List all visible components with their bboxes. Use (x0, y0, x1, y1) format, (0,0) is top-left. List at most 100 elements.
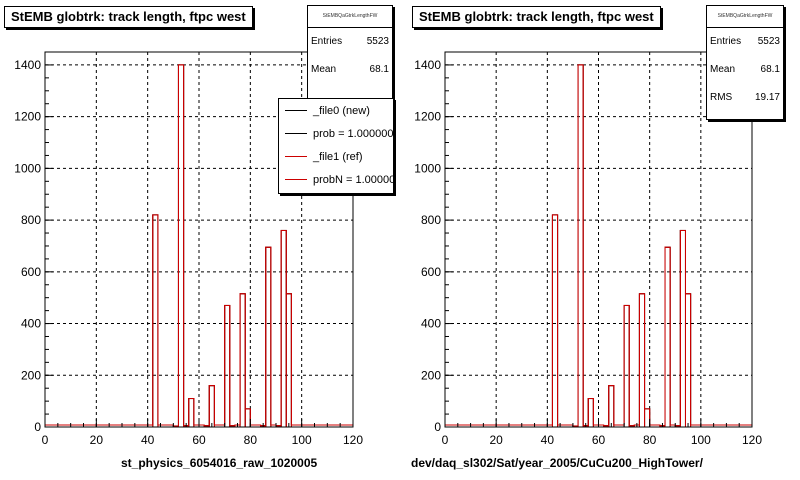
y-tick-label: 1400 (14, 58, 41, 72)
histogram-bar (280, 229, 287, 428)
legend-swatch (285, 110, 307, 111)
histogram-bar (265, 246, 272, 428)
legend-swatch (285, 133, 307, 134)
y-tick-label: 0 (434, 420, 441, 434)
legend-label: _file0 (new) (313, 104, 370, 117)
legend-left: _file0 (new) prob = 1.000000 _file1 (ref… (278, 98, 394, 194)
y-tick-label: 600 (21, 265, 41, 279)
histogram-bar (177, 64, 185, 428)
stats-row-rms: RMS 19.17 (707, 84, 783, 112)
histogram-bar (644, 408, 651, 428)
stats-name: StEMBQaGtrkLengthFW (308, 6, 392, 28)
histogram-bar (280, 229, 287, 428)
histogram-bar (608, 385, 615, 428)
histogram-bar (638, 293, 646, 428)
x-tick-label: 60 (192, 433, 206, 447)
histogram-bar (587, 398, 594, 428)
legend-swatch (285, 156, 307, 157)
legend-item-prob: prob = 1.000000 (279, 122, 393, 145)
stats-label: Entries (311, 36, 343, 47)
legend-item-new: _file0 (new) (279, 99, 393, 122)
stats-label: Mean (311, 64, 337, 75)
histogram-bar (577, 64, 584, 428)
x-tick-label: 40 (541, 433, 555, 447)
legend-swatch (285, 179, 307, 180)
y-tick-label: 0 (34, 420, 41, 434)
histogram-bar (177, 64, 185, 428)
panel-title-left: StEMB globtrk: track length, ftpc west (4, 6, 253, 28)
stats-row-entries: Entries 5523 (707, 28, 783, 56)
histogram-bar (644, 408, 651, 428)
histogram-bar (285, 293, 292, 428)
x-caption-right: dev/daq_sl302/Sat/year_2005/CuCu200_High… (411, 456, 703, 470)
histogram-bar (244, 408, 251, 428)
histogram-bar (587, 398, 594, 428)
histogram-bar (679, 229, 686, 428)
histogram-bar (664, 246, 671, 428)
histogram-bar (244, 408, 251, 428)
x-tick-label: 80 (244, 433, 258, 447)
histogram-bar (684, 293, 692, 428)
stats-label: Mean (710, 64, 736, 75)
histogram-bar (679, 229, 686, 428)
legend-label: _file1 (ref) (313, 150, 363, 163)
stats-value: 19.17 (754, 92, 780, 103)
stats-row-mean: Mean 68.1 (707, 56, 783, 84)
x-tick-label: 120 (343, 433, 363, 447)
y-tick-label: 1400 (414, 58, 441, 72)
stats-name: StEMBQaGtrkLengthFW (707, 6, 783, 28)
panel-title-text: StEMB globtrk: track length, ftpc west (419, 9, 654, 24)
histogram-bar (638, 293, 646, 428)
x-caption-left: st_physics_6054016_raw_1020005 (121, 456, 318, 470)
y-tick-label: 200 (21, 368, 41, 382)
stats-row-entries: Entries 5523 (308, 28, 392, 56)
x-tick-label: 100 (691, 433, 711, 447)
x-tick-label: 100 (292, 433, 312, 447)
legend-item-probn: probN = 1.000000 (279, 168, 393, 191)
histogram-bar (551, 214, 559, 428)
stats-value: 68.1 (369, 64, 389, 75)
y-tick-label: 1000 (14, 161, 41, 175)
y-tick-label: 600 (421, 265, 441, 279)
stats-box-right: StEMBQaGtrkLengthFW Entries 5523 Mean 68… (706, 5, 784, 120)
y-tick-label: 400 (21, 317, 41, 331)
stats-value: 5523 (757, 36, 780, 47)
y-tick-label: 200 (421, 368, 441, 382)
histogram-bar (684, 293, 692, 428)
histogram-bar (239, 293, 246, 428)
stats-row-mean: Mean 68.1 (308, 56, 392, 84)
histogram-bar (239, 293, 246, 428)
stats-value: 5523 (366, 36, 389, 47)
histogram-bar (285, 293, 292, 428)
x-tick-label: 20 (90, 433, 104, 447)
histogram-bar (188, 398, 195, 428)
x-tick-label: 60 (592, 433, 606, 447)
x-tick-label: 80 (643, 433, 657, 447)
histogram-bar (664, 246, 671, 428)
legend-label: prob = 1.000000 (313, 127, 394, 140)
histogram-bar (152, 214, 159, 428)
stats-label: RMS (710, 92, 733, 103)
y-tick-label: 800 (21, 213, 41, 227)
legend-label: probN = 1.000000 (313, 173, 394, 186)
panel-title-right: StEMB globtrk: track length, ftpc west (412, 6, 661, 28)
histogram-bar (188, 398, 195, 428)
x-tick-label: 20 (489, 433, 503, 447)
histogram-bar (608, 385, 615, 428)
stats-label: Entries (710, 36, 742, 47)
y-tick-label: 1200 (414, 110, 441, 124)
histogram-bar (208, 385, 215, 428)
x-tick-label: 0 (442, 433, 449, 447)
histogram-bar (208, 385, 215, 428)
stats-value: 68.1 (760, 64, 780, 75)
x-tick-label: 40 (141, 433, 155, 447)
y-tick-label: 1000 (414, 161, 441, 175)
panel-title-text: StEMB globtrk: track length, ftpc west (11, 9, 246, 24)
y-tick-label: 800 (421, 213, 441, 227)
stats-box-left: StEMBQaGtrkLengthFW Entries 5523 Mean 68… (307, 5, 393, 104)
histogram-bar (577, 64, 584, 428)
y-tick-label: 400 (421, 317, 441, 331)
x-tick-label: 0 (42, 433, 49, 447)
